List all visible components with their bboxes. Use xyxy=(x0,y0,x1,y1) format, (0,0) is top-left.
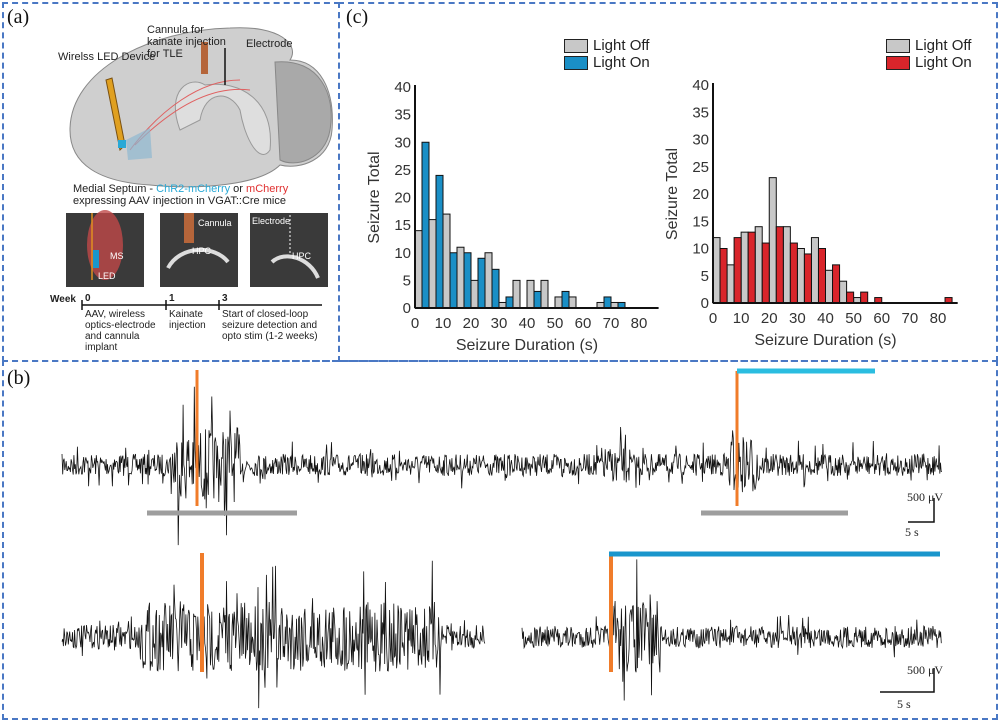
eeg-trace xyxy=(522,559,941,700)
scale-voltage-top: 500 μV xyxy=(907,491,943,503)
eeg-trace xyxy=(62,561,485,708)
scale-voltage-bottom: 500 μV xyxy=(907,664,943,676)
scale-time-bottom: 5 s xyxy=(897,698,911,710)
scale-time-top: 5 s xyxy=(905,526,919,538)
eeg-trace xyxy=(62,387,942,545)
